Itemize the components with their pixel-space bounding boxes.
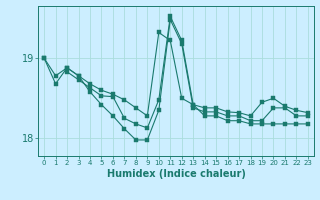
X-axis label: Humidex (Indice chaleur): Humidex (Indice chaleur) [107,169,245,179]
